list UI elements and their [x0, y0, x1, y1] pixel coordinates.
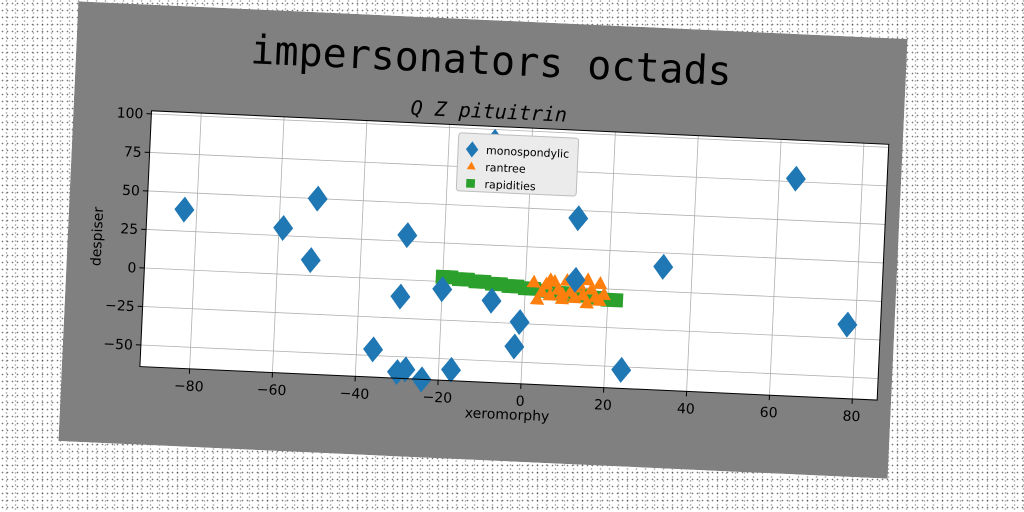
y-tick-label: 75: [123, 144, 142, 161]
data-point-monospondylic: [273, 214, 294, 241]
x-tick-label: 80: [842, 409, 861, 426]
data-point-monospondylic: [390, 283, 411, 310]
x-tick-label: 40: [677, 401, 696, 418]
x-axis-label: xeromorphy: [465, 405, 550, 425]
y-grid-line: [147, 190, 886, 225]
x-grid-line: [189, 113, 202, 369]
data-point-monospondylic: [653, 253, 674, 280]
y-tick-label: 0: [127, 260, 137, 276]
data-point-monospondylic: [307, 185, 328, 212]
data-point-monospondylic: [611, 356, 632, 383]
data-point-rantree: [529, 291, 545, 305]
legend-box: [455, 132, 580, 197]
legend-marker-monospondylic: [465, 141, 479, 158]
data-point-rantree: [526, 274, 541, 288]
data-point-monospondylic: [441, 356, 462, 383]
x-grid-line: [272, 116, 285, 373]
legend-marker-rantree: [466, 161, 476, 170]
chart-svg: impersonators octads Q Z pituitrin −80 −6…: [58, 1, 908, 479]
x-tick-label: −80: [174, 378, 204, 395]
y-grid-line: [140, 344, 879, 379]
x-tick-label: −60: [257, 382, 287, 399]
x-grid-line: [354, 120, 368, 377]
data-point-monospondylic: [509, 309, 530, 336]
y-axis-label: despiser: [88, 206, 107, 266]
data-point-monospondylic: [568, 205, 589, 232]
data-point-monospondylic: [300, 247, 321, 274]
data-point-monospondylic: [397, 222, 418, 249]
data-point-monospondylic: [386, 359, 407, 386]
data-point-monospondylic: [837, 311, 858, 338]
y-tick-label: 100: [116, 105, 143, 122]
y-grid-line: [146, 229, 884, 264]
x-tick-label: 20: [594, 397, 613, 414]
tick-labels: −80 −60 −40 −20 0 20 40 60 80 −50 −25 0 25 50 75 100: [103, 105, 861, 426]
data-point-monospondylic: [504, 333, 525, 360]
data-point-rantree: [580, 272, 595, 286]
plot-frame: [139, 110, 890, 401]
data-point-monospondylic: [432, 276, 453, 303]
data-point-monospondylic: [481, 287, 502, 314]
legend-marker-rapidities: [466, 178, 476, 188]
y-tick-label: 25: [120, 221, 139, 238]
data-point-rantree: [592, 292, 607, 307]
data-point-rantree: [579, 295, 594, 309]
x-tick-label: −40: [339, 386, 369, 403]
data-point-rantree: [554, 286, 570, 300]
data-point-rantree: [543, 272, 558, 286]
x-tick-label: 0: [515, 394, 525, 410]
y-tick-label: −25: [105, 298, 135, 315]
data-point-rantree: [592, 276, 608, 290]
legend-label: monospondylic: [486, 144, 570, 161]
y-tick-label: −50: [103, 336, 133, 353]
plot-area: [139, 110, 889, 401]
data-point-monospondylic: [565, 266, 586, 293]
data-point-monospondylic: [363, 336, 384, 363]
data-point-rapidities: [608, 292, 624, 308]
data-points: [174, 128, 858, 393]
chart-figure: impersonators octads Q Z pituitrin −80 −6…: [58, 1, 908, 479]
data-point-rantree: [542, 287, 557, 301]
x-grid-line: [686, 135, 699, 392]
legend-label: rapidities: [484, 178, 536, 193]
data-point-monospondylic: [174, 196, 195, 223]
y-grid-line: [151, 113, 889, 148]
x-tick-label: −20: [422, 389, 452, 406]
x-grid-line: [437, 124, 451, 381]
x-tick-label: 60: [759, 405, 778, 422]
x-grid-line: [851, 143, 865, 399]
x-grid-line: [603, 131, 616, 388]
x-grid-line: [769, 139, 782, 396]
data-point-monospondylic: [785, 165, 806, 192]
legend-label: rantree: [485, 161, 526, 176]
y-tick-label: 50: [122, 183, 141, 200]
